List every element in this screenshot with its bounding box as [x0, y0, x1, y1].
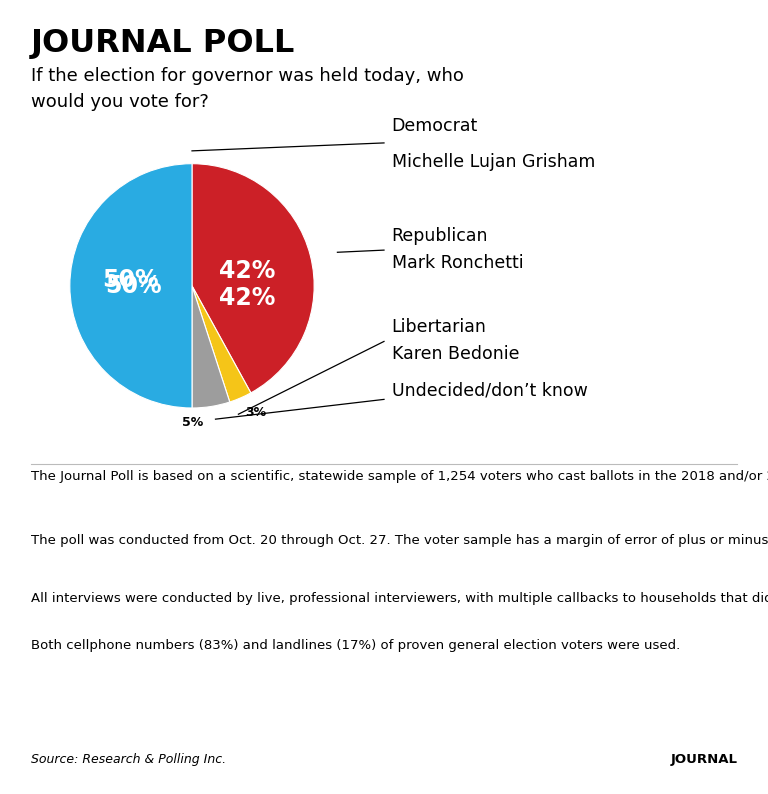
- Text: Undecided/don’t know: Undecided/don’t know: [392, 381, 588, 399]
- Text: The Journal Poll is based on a scientific, statewide sample of 1,254 voters who : The Journal Poll is based on a scientifi…: [31, 470, 768, 483]
- Wedge shape: [192, 286, 251, 402]
- Text: 42%: 42%: [219, 286, 275, 310]
- Text: JOURNAL: JOURNAL: [670, 754, 737, 766]
- Wedge shape: [192, 286, 230, 408]
- Text: Source: Research & Polling Inc.: Source: Research & Polling Inc.: [31, 754, 226, 766]
- Text: Libertarian: Libertarian: [392, 318, 487, 336]
- Wedge shape: [192, 164, 314, 393]
- Text: Republican: Republican: [392, 226, 488, 245]
- Text: Michelle Lujan Grisham: Michelle Lujan Grisham: [392, 152, 595, 171]
- Text: 3%: 3%: [245, 406, 266, 418]
- Text: 5%: 5%: [182, 415, 204, 429]
- Text: JOURNAL POLL: JOURNAL POLL: [31, 28, 295, 59]
- Text: Mark Ronchetti: Mark Ronchetti: [392, 253, 523, 272]
- Text: Democrat: Democrat: [392, 117, 478, 135]
- Text: 50%: 50%: [103, 268, 159, 291]
- Text: All interviews were conducted by live, professional interviewers, with multiple : All interviews were conducted by live, p…: [31, 592, 768, 604]
- Text: Karen Bedonie: Karen Bedonie: [392, 345, 519, 363]
- Wedge shape: [70, 164, 192, 408]
- Text: If the election for governor was held today, who
would you vote for?: If the election for governor was held to…: [31, 67, 464, 111]
- Text: Both cellphone numbers (83%) and landlines (17%) of proven general election vote: Both cellphone numbers (83%) and landlin…: [31, 639, 680, 652]
- Text: 42%: 42%: [219, 259, 275, 283]
- Text: The poll was conducted from Oct. 20 through Oct. 27. The voter sample has a marg: The poll was conducted from Oct. 20 thro…: [31, 534, 768, 546]
- Text: 50%: 50%: [105, 274, 162, 298]
